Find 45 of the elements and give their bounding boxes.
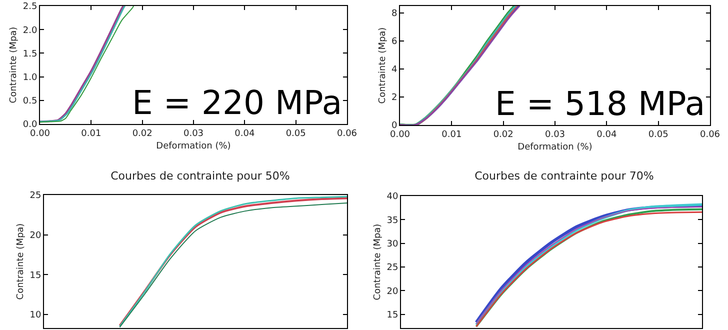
y-tick-label: 10 (30, 310, 42, 321)
x-tick-label: 0.03 (183, 128, 204, 139)
annotation: E = 518 MPa (495, 84, 706, 123)
x-tick-label: 0.05 (648, 130, 668, 140)
y-tick-label: 15 (386, 310, 398, 320)
y-tick-label: 1.0 (22, 72, 38, 83)
x-tick-label: 0.00 (390, 130, 410, 140)
x-tick-label: 0.02 (493, 130, 514, 140)
x-axis-title: Deformation (%) (156, 142, 231, 152)
y-tick-label: 0.0 (22, 120, 38, 130)
y-tick-label: 15 (30, 270, 42, 281)
x-tick-label: 0.01 (442, 130, 462, 140)
y-tick-label: 4 (391, 65, 398, 76)
x-tick-label: 0.04 (596, 130, 617, 140)
y-tick-label: 25 (30, 191, 42, 202)
y-tick-label: 30 (386, 239, 398, 250)
y-tick-label: 2 (391, 93, 398, 104)
chart-title: Courbes de contrainte pour 70% (474, 170, 654, 183)
y-tick-label: 20 (30, 230, 42, 241)
y-tick-label: 2.0 (22, 26, 38, 36)
chart-title: Courbes de contrainte pour 50% (110, 170, 290, 183)
x-tick-label: 0.04 (234, 128, 255, 139)
y-tick-label: 6 (391, 37, 398, 48)
x-tick-label: 0.06 (700, 130, 720, 140)
x-tick-label: 0.03 (544, 130, 566, 140)
y-axis-title: Contrainte (Mpa) (9, 26, 20, 104)
x-tick-label: 0.02 (132, 128, 152, 139)
x-tick-label: 0.01 (81, 128, 102, 139)
y-tick-label: 40 (386, 192, 398, 202)
y-tick-label: 35 (386, 216, 398, 226)
x-tick-label: 0.06 (336, 128, 358, 139)
y-tick-label: 20 (386, 286, 398, 297)
y-tick-label: 25 (386, 263, 398, 274)
y-axis-title: Contrainte (Mpa) (378, 27, 388, 104)
y-axis-title: Contrainte (Mpa) (373, 224, 384, 300)
annotation: E = 220 MPa (132, 83, 342, 122)
y-tick-label: 1.5 (22, 49, 38, 60)
x-axis-title: Deformation (%) (518, 142, 592, 153)
y-tick-label: 0 (391, 121, 398, 132)
x-tick-label: 0.05 (286, 128, 306, 139)
y-axis-title: Contrainte (Mpa) (16, 223, 26, 300)
y-tick-label: 2.5 (22, 2, 38, 12)
x-tick-label: 0.00 (30, 128, 50, 139)
y-tick-label: 0.5 (22, 96, 38, 107)
y-tick-label: 8 (391, 9, 398, 20)
